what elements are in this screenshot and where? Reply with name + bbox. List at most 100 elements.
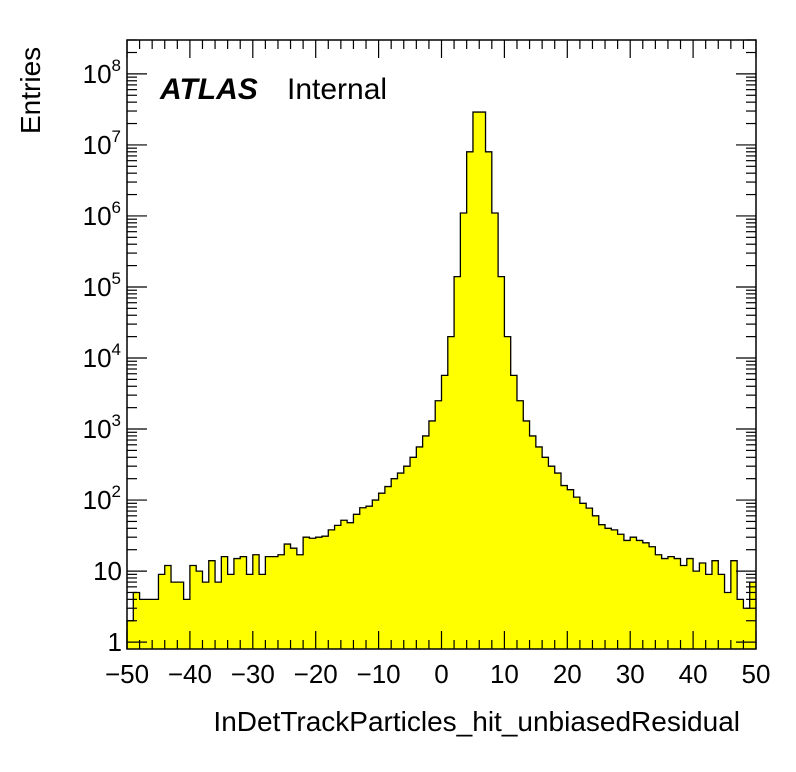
y-axis-ticks (127, 39, 756, 643)
histogram-bar (567, 489, 574, 649)
histogram-bar (202, 582, 210, 649)
histogram-bar (680, 565, 688, 649)
histogram-bar (372, 500, 379, 649)
histogram-bar (655, 554, 663, 649)
histogram-bar (221, 556, 229, 649)
histogram-bar (573, 497, 581, 649)
histogram-bar (259, 574, 266, 649)
histogram-bar (667, 556, 675, 649)
histogram-bar (491, 213, 499, 649)
histogram-bar (171, 582, 178, 649)
x-tick-label: 30 (616, 659, 645, 689)
histogram-bar (428, 420, 436, 649)
histogram-bar (309, 538, 317, 649)
histogram-bar (699, 562, 707, 649)
histogram-bar (284, 544, 291, 649)
histogram-bar (441, 375, 449, 649)
histogram-bar (516, 400, 524, 649)
histogram-bar (271, 556, 279, 649)
histogram-bar (598, 524, 606, 649)
histogram-bar (391, 478, 398, 649)
histogram-bar (410, 457, 417, 649)
internal-label: Internal (287, 73, 387, 106)
histogram-bar (454, 276, 461, 649)
histogram-bar (711, 560, 719, 649)
histogram-bar (718, 574, 725, 649)
histogram-bar (246, 574, 254, 649)
histogram-bar (290, 548, 298, 649)
y-tick-label: 102 (83, 482, 121, 515)
histogram-bar (611, 529, 619, 649)
histogram-bar (303, 537, 310, 649)
y-axis-title: Entries (15, 47, 46, 134)
y-tick-label: 104 (83, 340, 121, 373)
histogram-bar (605, 528, 612, 649)
histogram-bar (724, 592, 732, 649)
histogram-bar (686, 558, 694, 649)
x-tick-label: 10 (490, 659, 519, 689)
histogram-bar (265, 556, 273, 649)
histogram-bar (215, 582, 222, 649)
histogram-bar (347, 522, 354, 649)
x-tick-label: 50 (742, 659, 771, 689)
histogram-bar (472, 112, 480, 649)
histogram-bars (127, 112, 757, 650)
histogram-bar (183, 599, 191, 649)
histogram-bar (479, 112, 486, 649)
histogram-bar (705, 574, 713, 649)
histogram-outline (126, 111, 756, 649)
histogram-bar (561, 485, 568, 649)
y-tick-label: 1 (108, 627, 122, 657)
histogram-bar (127, 620, 134, 649)
histogram-bar (252, 554, 260, 649)
histogram-bar (730, 560, 738, 649)
x-tick-label: −20 (294, 659, 338, 689)
histogram-bar (164, 565, 172, 649)
y-tick-label: 107 (83, 127, 121, 160)
histogram-bar (240, 556, 247, 649)
x-tick-label: 40 (679, 659, 708, 689)
histogram-bar (403, 466, 411, 649)
histogram-bar (649, 546, 656, 649)
histogram-bar (586, 508, 593, 649)
histogram-bar (139, 599, 147, 649)
histogram-bar (384, 486, 392, 649)
atlas-label: ATLAS (159, 73, 258, 106)
histogram-bar (227, 574, 235, 649)
x-tick-label: −30 (231, 659, 275, 689)
histogram-bar (189, 565, 197, 649)
histogram-bar (177, 582, 185, 649)
y-tick-labels: 1 10 102 103 104 105 106 107 108 (83, 56, 122, 657)
y-tick-label: 108 (83, 56, 121, 89)
histogram-bar (623, 540, 631, 649)
histogram-bar (535, 446, 543, 649)
histogram-bar (353, 514, 361, 649)
histogram-bar (158, 574, 166, 649)
histogram-bar (693, 571, 700, 649)
histogram-bar (422, 435, 430, 649)
histogram-bar (378, 493, 386, 649)
x-tick-label: −10 (357, 659, 401, 689)
histogram-bar (366, 506, 373, 649)
y-tick-label: 10 (93, 556, 122, 586)
histogram-bar (554, 473, 562, 649)
histogram-bar (504, 336, 512, 649)
histogram-bar (737, 599, 744, 649)
histogram-bar (328, 529, 335, 649)
histogram-bar (208, 560, 216, 649)
histogram-bar (674, 558, 681, 649)
x-tick-labels: −50 −40 −30 −20 −10 0 10 20 30 40 50 (105, 659, 771, 689)
histogram-bar (661, 558, 669, 649)
histogram-bar (466, 151, 474, 650)
histogram-bar (510, 375, 518, 649)
histogram-bar (340, 520, 348, 649)
histogram-bar (315, 537, 323, 649)
histogram-bar (749, 582, 757, 649)
y-tick-label: 103 (83, 411, 121, 444)
histogram-bar (196, 571, 203, 649)
x-tick-label: −40 (168, 659, 212, 689)
histogram-bar (334, 525, 342, 649)
histogram-bar (296, 554, 304, 649)
x-tick-label: 20 (553, 659, 582, 689)
histogram-bar (397, 473, 405, 649)
